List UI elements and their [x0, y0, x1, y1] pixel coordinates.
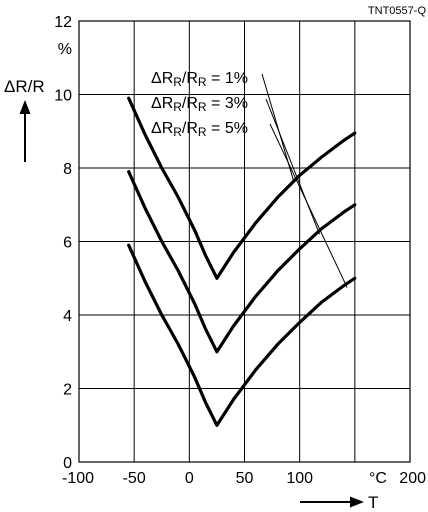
- plot-border: [78, 20, 411, 463]
- y-unit-label: %: [58, 41, 72, 58]
- x-tick-label: -100: [62, 470, 94, 487]
- x-axis-arrow-head: [350, 496, 364, 508]
- y-tick-label: 10: [54, 88, 72, 105]
- series-line-2: [127, 170, 357, 354]
- x-tick-label: 0: [185, 470, 194, 487]
- y-tick-label: 8: [63, 161, 72, 178]
- series-line-3: [127, 243, 357, 427]
- x-axis-title: T: [368, 493, 378, 512]
- x-unit-label: °C: [369, 470, 387, 487]
- legend-label-3: ΔRR/RR = 5%: [151, 120, 248, 139]
- series-line-1: [127, 96, 357, 280]
- series-lines: [127, 96, 357, 427]
- x-tick-label: 200: [399, 470, 426, 487]
- x-tick-label: 100: [286, 470, 313, 487]
- tick-labels: 0 2 4 6 8 10 12% -100 -50 0 50 100 200 °C TNT0557-Q: [54, 5, 426, 487]
- x-tick-label: -50: [123, 470, 146, 487]
- leader-line-2: [265, 98, 320, 235]
- axis-titles: ΔR/R T: [4, 77, 378, 512]
- x-tick-label: 50: [236, 470, 254, 487]
- figure-code: TNT0557-Q: [368, 5, 427, 17]
- y-tick-label: 6: [63, 235, 72, 252]
- y-axis-arrow-head: [19, 100, 31, 114]
- legend: ΔRR/RR = 1% ΔRR/RR = 3% ΔRR/RR = 5%: [151, 70, 348, 288]
- legend-label-2: ΔRR/RR = 3%: [151, 95, 248, 114]
- plot-frame: [78, 20, 411, 463]
- y-axis-title: ΔR/R: [4, 77, 45, 96]
- legend-label-1: ΔRR/RR = 1%: [151, 70, 248, 89]
- grid: [79, 21, 410, 462]
- y-tick-label: 4: [63, 308, 72, 325]
- y-tick-label: 2: [63, 382, 72, 399]
- leader-line-3: [269, 123, 348, 288]
- y-tick-label: 12: [54, 14, 72, 31]
- y-tick-label: 0: [63, 455, 72, 472]
